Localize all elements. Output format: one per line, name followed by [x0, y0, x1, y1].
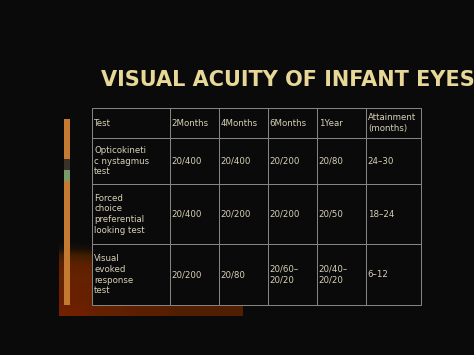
- Bar: [366, 245, 421, 305]
- Bar: [92, 184, 170, 245]
- Text: 20/200: 20/200: [172, 270, 202, 279]
- Text: Visual
evoked
response
test: Visual evoked response test: [94, 254, 133, 295]
- Text: 6–12: 6–12: [368, 270, 389, 279]
- Text: 20/80: 20/80: [221, 270, 246, 279]
- Bar: [219, 245, 268, 305]
- Text: 20/400: 20/400: [172, 210, 202, 219]
- Bar: [219, 184, 268, 245]
- Text: 20/40–
20/20: 20/40– 20/20: [319, 265, 348, 285]
- Text: 20/400: 20/400: [221, 157, 251, 166]
- Bar: [92, 138, 170, 184]
- Bar: [366, 138, 421, 184]
- Bar: [366, 108, 421, 138]
- Text: Attainment
(months): Attainment (months): [368, 114, 416, 133]
- FancyBboxPatch shape: [64, 119, 70, 305]
- Text: Test: Test: [94, 119, 111, 128]
- Bar: [219, 138, 268, 184]
- Text: 4Months: 4Months: [221, 119, 258, 128]
- Bar: [219, 108, 268, 138]
- Bar: [170, 184, 219, 245]
- Text: 20/400: 20/400: [172, 157, 202, 166]
- Bar: [92, 245, 170, 305]
- FancyBboxPatch shape: [64, 159, 70, 170]
- Text: 24–30: 24–30: [368, 157, 394, 166]
- Text: Forced
choice
preferential
looking test: Forced choice preferential looking test: [94, 193, 145, 235]
- Bar: [317, 184, 366, 245]
- Bar: [317, 138, 366, 184]
- Bar: [170, 245, 219, 305]
- Bar: [268, 184, 317, 245]
- Text: Opticokineti
c nystagmus
test: Opticokineti c nystagmus test: [94, 146, 149, 176]
- Text: 1Year: 1Year: [319, 119, 343, 128]
- Bar: [268, 245, 317, 305]
- Text: 2Months: 2Months: [172, 119, 209, 128]
- Bar: [317, 108, 366, 138]
- FancyBboxPatch shape: [64, 170, 70, 181]
- Bar: [268, 138, 317, 184]
- Text: 20/80: 20/80: [319, 157, 344, 166]
- Text: 20/60–
20/20: 20/60– 20/20: [270, 265, 299, 285]
- Text: 20/200: 20/200: [270, 210, 300, 219]
- Bar: [170, 138, 219, 184]
- Text: 20/50: 20/50: [319, 210, 344, 219]
- Bar: [92, 108, 170, 138]
- Bar: [268, 108, 317, 138]
- Bar: [170, 108, 219, 138]
- Bar: [366, 184, 421, 245]
- Text: 6Months: 6Months: [270, 119, 307, 128]
- Text: 20/200: 20/200: [221, 210, 251, 219]
- Text: VISUAL ACUITY OF INFANT EYES: VISUAL ACUITY OF INFANT EYES: [101, 70, 474, 90]
- Bar: [317, 245, 366, 305]
- Text: 18–24: 18–24: [368, 210, 394, 219]
- Text: 20/200: 20/200: [270, 157, 300, 166]
